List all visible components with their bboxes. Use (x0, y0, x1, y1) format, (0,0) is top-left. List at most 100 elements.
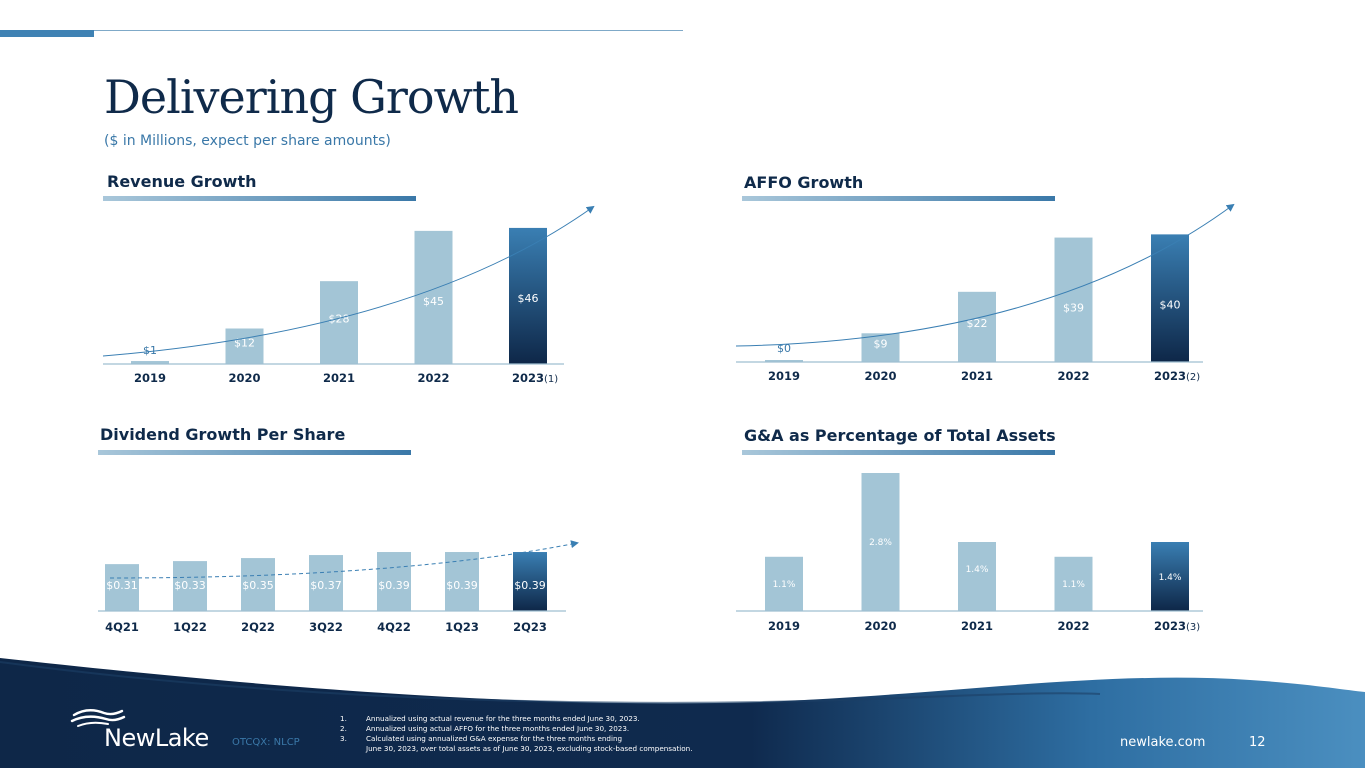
value-label: $0.37 (310, 579, 342, 592)
value-label: $1 (143, 344, 157, 357)
value-label: $0.31 (106, 579, 138, 592)
category-label: 2020 (864, 619, 896, 633)
category-label: 1Q23 (445, 620, 479, 634)
category-label: 2020 (864, 369, 896, 383)
footnote-1: 1. Annualized using actual revenue for th… (340, 714, 693, 724)
value-label: $0.39 (378, 579, 410, 592)
value-label: $22 (967, 317, 988, 330)
bar-1Q22 (173, 561, 207, 611)
category-label: 2019 (768, 369, 800, 383)
category-label: 4Q22 (377, 620, 411, 634)
footnote-text: Annualized using actual revenue for the … (366, 714, 640, 723)
value-label: 1.1% (1062, 580, 1085, 590)
top-accent-bar (0, 30, 94, 37)
category-label: 2019 (134, 371, 166, 385)
category-label: 1Q22 (173, 620, 207, 634)
footnote-number: 1. (340, 714, 347, 723)
value-label: $46 (518, 292, 539, 305)
category-label: 2023 (1154, 369, 1186, 383)
category-label: 2022 (417, 371, 449, 385)
footnote-number: 2. (340, 724, 347, 733)
footnote-2: 2. Annualized using actual AFFO for the t… (340, 724, 693, 734)
top-divider-line (94, 30, 683, 31)
category-label: 2Q22 (241, 620, 275, 634)
bar-2021 (958, 291, 996, 362)
bar-2020 (861, 473, 900, 611)
bar-2021 (320, 281, 358, 364)
bar-2019 (765, 556, 803, 611)
value-label: $0.35 (242, 579, 274, 592)
category-label: 2023 (512, 371, 544, 385)
category-label: 2022 (1057, 619, 1089, 633)
category-label: 2022 (1057, 369, 1089, 383)
page-title: Delivering Growth (104, 70, 519, 124)
value-label: $45 (423, 295, 444, 308)
value-label: $39 (1063, 302, 1084, 315)
value-label: 1.4% (1159, 573, 1182, 583)
footnote-3-continued: June 30, 2023, over total assets as of J… (366, 744, 693, 753)
value-label: 1.1% (773, 580, 796, 590)
bar-2022 (1054, 237, 1093, 362)
category-label: 2020 (228, 371, 260, 385)
footnote-text: Calculated using annualized G&A expense … (366, 734, 623, 743)
footnote-marker: (2) (1186, 372, 1200, 383)
dividend-title-underline (98, 450, 411, 455)
category-label: 2021 (961, 619, 993, 633)
company-logo-text: NewLake (104, 724, 209, 752)
ticker-label: OTCQX: NLCP (232, 737, 300, 748)
bar-1Q23 (445, 552, 479, 611)
category-label: 2021 (323, 371, 355, 385)
bar-2Q22 (241, 558, 275, 611)
category-label: 4Q21 (105, 620, 139, 634)
bar-2020 (861, 333, 900, 362)
value-label: $0.39 (446, 579, 478, 592)
value-label: $28 (329, 313, 350, 326)
website-link[interactable]: newlake.com (1120, 735, 1206, 750)
bar-4Q22 (377, 552, 411, 611)
value-label: $0 (777, 342, 791, 355)
value-label: $9 (874, 338, 888, 351)
value-label: 2.8% (869, 538, 892, 548)
affo-chart-title: AFFO Growth (744, 173, 864, 192)
trend-arrow (735, 203, 1235, 347)
category-label: 2Q23 (513, 620, 547, 634)
dividend-chart-title: Dividend Growth Per Share (100, 425, 346, 444)
category-label: 3Q22 (309, 620, 343, 634)
bar-4Q21 (105, 564, 139, 611)
page-subtitle: ($ in Millions, expect per share amounts… (104, 133, 391, 149)
value-label: 1.4% (966, 565, 989, 575)
bar-2019 (131, 361, 169, 364)
bar-2023 (509, 227, 547, 364)
bar-2023 (1151, 542, 1189, 611)
footnotes: 1. Annualized using actual revenue for th… (340, 714, 693, 754)
bar-3Q22 (309, 555, 343, 611)
bar-2022 (414, 230, 453, 364)
trend-arrow (102, 205, 595, 357)
revenue-title-underline (103, 196, 416, 201)
ga-title-underline (742, 450, 1055, 455)
bar-2023 (1151, 234, 1189, 362)
category-label: 2023 (1154, 619, 1186, 633)
category-label: 2019 (768, 619, 800, 633)
bar-2019 (765, 360, 803, 362)
footnote-marker: (3) (1186, 622, 1200, 633)
page-number: 12 (1249, 735, 1266, 750)
revenue-chart-title: Revenue Growth (107, 172, 257, 191)
bar-2Q23 (513, 552, 547, 611)
logo-wave-icon (70, 709, 126, 727)
ga-chart-title: G&A as Percentage of Total Assets (744, 426, 1056, 445)
value-label: $0.39 (514, 579, 546, 592)
bar-2022 (1054, 556, 1093, 611)
category-label: 2021 (961, 369, 993, 383)
affo-title-underline (742, 196, 1055, 201)
footnote-3: 3. Calculated using annualized G&A expens… (340, 734, 693, 744)
footnote-text: Annualized using actual AFFO for the thr… (366, 724, 630, 733)
footnote-number: 3. (340, 734, 347, 743)
value-label: $0.33 (174, 579, 206, 592)
footnote-marker: (1) (544, 374, 558, 385)
trend-arrow (109, 540, 579, 579)
